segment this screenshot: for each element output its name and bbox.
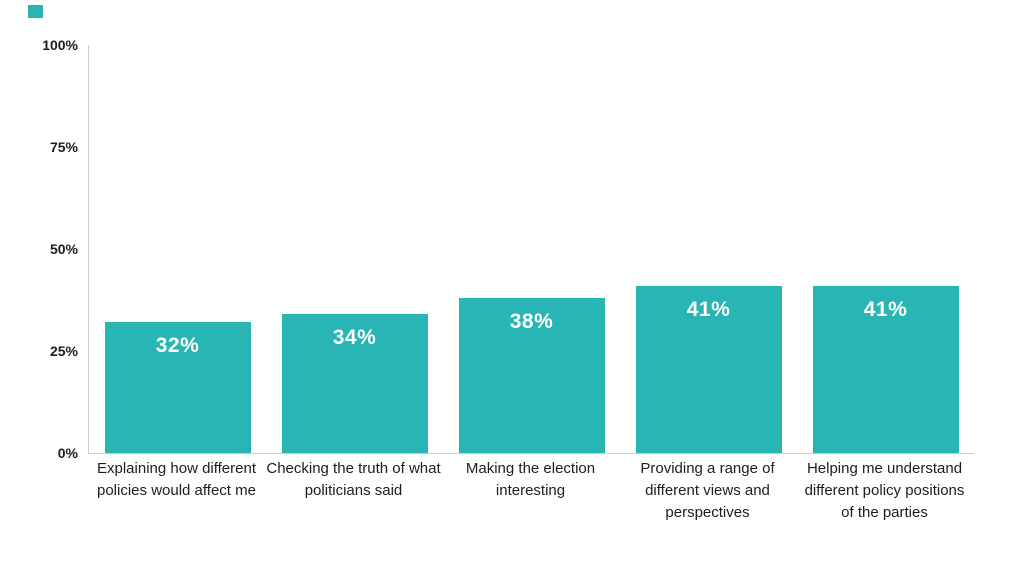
plot-area: 32% 34% 38% 41% 41% bbox=[88, 45, 974, 454]
category-label-line: different policy positions bbox=[804, 482, 965, 499]
y-tick-label: 100% bbox=[42, 37, 78, 53]
bar-column: 34% bbox=[266, 45, 443, 453]
bar: 32% bbox=[104, 322, 251, 453]
y-tick-label: 25% bbox=[49, 343, 78, 359]
bar-value-label: 34% bbox=[332, 326, 377, 350]
category-label-line: of the parties bbox=[841, 504, 928, 521]
y-tick-label: 75% bbox=[49, 139, 78, 155]
bar-column: 32% bbox=[89, 45, 266, 453]
category-label-line: interesting bbox=[495, 482, 566, 499]
y-tick-label: 50% bbox=[49, 241, 78, 257]
bar-column: 41% bbox=[797, 45, 974, 453]
bar-column: 38% bbox=[443, 45, 620, 453]
bar-value-label: 38% bbox=[509, 309, 554, 333]
category-label: Checking the truth of what politicians sa… bbox=[265, 458, 442, 524]
category-label-line: different views and bbox=[645, 482, 770, 499]
category-label-line: Helping me understand bbox=[806, 460, 963, 477]
category-labels: Explaining how different policies would a… bbox=[88, 458, 973, 524]
y-tick-label: 0% bbox=[57, 445, 78, 461]
category-label-line: policies would affect me bbox=[97, 482, 256, 499]
category-label-line: Providing a range of bbox=[640, 460, 775, 477]
bar: 34% bbox=[281, 314, 428, 453]
category-label-line: Checking the truth of what bbox=[266, 460, 441, 477]
bar: 38% bbox=[458, 297, 605, 453]
category-label: Explaining how different policies would a… bbox=[88, 458, 265, 524]
bar: 41% bbox=[635, 285, 782, 453]
category-label: Providing a range of different views and p… bbox=[619, 458, 796, 524]
category-label-line: politicians said bbox=[304, 482, 403, 499]
category-label-line: Making the election bbox=[465, 460, 596, 477]
legend-swatch bbox=[28, 5, 43, 18]
bar-value-label: 41% bbox=[686, 297, 731, 321]
category-label-line: Explaining how different bbox=[97, 460, 256, 477]
bar-column: 41% bbox=[620, 45, 797, 453]
y-axis: 0% 25% 50% 75% 100% bbox=[0, 37, 88, 461]
bar-value-label: 32% bbox=[155, 334, 200, 358]
bar-value-label: 41% bbox=[863, 297, 908, 321]
bar: 41% bbox=[812, 285, 959, 453]
category-label: Helping me understand different policy po… bbox=[796, 458, 973, 524]
category-label: Making the election interesting bbox=[442, 458, 619, 524]
category-label-line: perspectives bbox=[665, 504, 750, 521]
